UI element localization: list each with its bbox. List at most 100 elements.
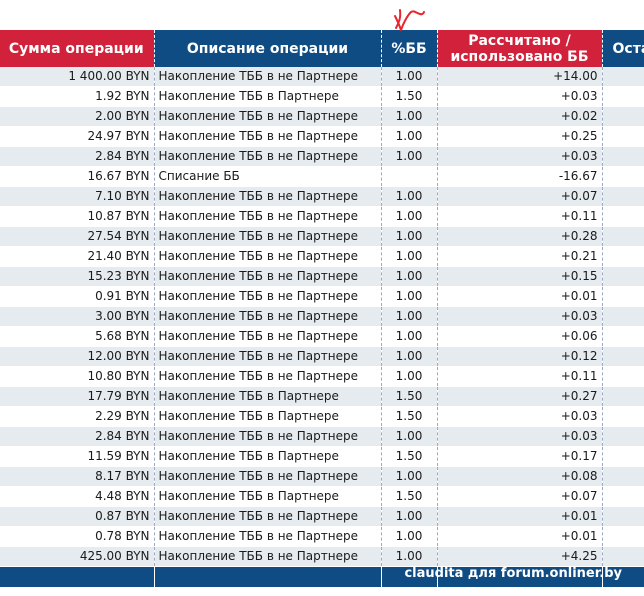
table-row[interactable]: 15.23 BYN Накопление ТББ в не Партнере 1.0… (0, 266, 644, 287)
amount-cell: 0.87 BYN (0, 506, 155, 527)
operations-table: Сумма операции Описание операции %ББ Рас… (0, 30, 644, 588)
table-row[interactable]: 21.40 BYN Накопление ТББ в не Партнере 1.0… (0, 246, 644, 267)
amount-cell: 0.91 BYN (0, 286, 155, 307)
calculated-cell: +14.00 (437, 67, 603, 87)
description-cell: Накопление ТББ в не Партнере (154, 106, 382, 127)
percent-cell: 1.50 (381, 86, 438, 107)
table-row[interactable]: 2.84 BYN Накопление ТББ в не Партнере 1.00… (0, 146, 644, 167)
footer-cell (381, 566, 438, 588)
amount-cell: 10.87 BYN (0, 206, 155, 227)
percent-cell: 1.00 (381, 466, 438, 487)
remaining-cell (602, 426, 644, 447)
header-remaining[interactable]: Оста (602, 30, 644, 67)
percent-cell: 1.00 (381, 306, 438, 327)
remaining-cell (602, 206, 644, 227)
amount-cell: 2.29 BYN (0, 406, 155, 427)
percent-cell: 1.00 (381, 106, 438, 127)
table-row[interactable]: 10.87 BYN Накопление ТББ в не Партнере 1.0… (0, 206, 644, 227)
table-row[interactable]: 27.54 BYN Накопление ТББ в не Партнере 1.0… (0, 226, 644, 247)
calculated-cell: +0.08 (437, 466, 603, 487)
percent-cell: 1.00 (381, 206, 438, 227)
table-row[interactable]: 0.78 BYN Накопление ТББ в не Партнере 1.00… (0, 526, 644, 547)
calculated-cell: -16.67 (437, 166, 603, 187)
table-row[interactable]: 1.92 BYN Накопление ТББ в Партнере 1.50 +0.… (0, 86, 644, 107)
amount-cell: 2.00 BYN (0, 106, 155, 127)
calculated-cell: +0.03 (437, 86, 603, 107)
amount-cell: 4.48 BYN (0, 486, 155, 507)
remaining-cell (602, 166, 644, 187)
table-row[interactable]: 2.29 BYN Накопление ТББ в Партнере 1.50 +0.… (0, 406, 644, 427)
amount-cell: 1.92 BYN (0, 86, 155, 107)
amount-cell: 3.00 BYN (0, 306, 155, 327)
table-row[interactable]: 1 400.00 BYN Накопление ТББ в не Партнере… (0, 67, 644, 87)
remaining-cell (602, 126, 644, 147)
top-margin (0, 0, 644, 30)
header-description[interactable]: Описание операции (154, 30, 382, 67)
remaining-cell (602, 386, 644, 407)
calculated-cell: +0.01 (437, 506, 603, 527)
table-row[interactable]: 10.80 BYN Накопление ТББ в не Партнере 1.0… (0, 366, 644, 387)
table-row[interactable]: 2.84 BYN Накопление ТББ в не Партнере 1.00… (0, 426, 644, 447)
percent-cell: 1.00 (381, 186, 438, 207)
amount-cell: 1 400.00 BYN (0, 67, 155, 87)
percent-cell: 1.00 (381, 526, 438, 547)
calculated-cell: +0.03 (437, 406, 603, 427)
description-cell: Накопление ТББ в не Партнере (154, 346, 382, 367)
amount-cell: 5.68 BYN (0, 326, 155, 347)
calculated-cell: +0.11 (437, 206, 603, 227)
header-calculated[interactable]: Рассчитано / использовано ББ (437, 30, 603, 67)
remaining-cell (602, 86, 644, 107)
remaining-cell (602, 226, 644, 247)
amount-cell: 0.78 BYN (0, 526, 155, 547)
table-row[interactable]: 2.00 BYN Накопление ТББ в не Партнере 1.00… (0, 106, 644, 127)
table-row[interactable]: 425.00 BYN Накопление ТББ в не Партнере 1.… (0, 546, 644, 567)
header-amount[interactable]: Сумма операции (0, 30, 155, 67)
table-row[interactable]: 11.59 BYN Накопление ТББ в Партнере 1.50 +0… (0, 446, 644, 467)
calculated-cell: +0.12 (437, 346, 603, 367)
table-row[interactable]: 16.67 BYN Списание ББ -16.67 (0, 166, 644, 187)
table-row[interactable]: 17.79 BYN Накопление ТББ в Партнере 1.50 +0… (0, 386, 644, 407)
table-row[interactable]: 0.91 BYN Накопление ТББ в не Партнере 1.00… (0, 286, 644, 307)
table-body: 1 400.00 BYN Накопление ТББ в не Партнере… (0, 67, 644, 567)
footer-cell (154, 566, 382, 588)
description-cell: Накопление ТББ в не Партнере (154, 226, 382, 247)
table-row[interactable]: 12.00 BYN Накопление ТББ в не Партнере 1.0… (0, 346, 644, 367)
table-row[interactable]: 8.17 BYN Накопление ТББ в не Партнере 1.00… (0, 466, 644, 487)
description-cell: Накопление ТББ в не Партнере (154, 126, 382, 147)
description-cell: Накопление ТББ в не Партнере (154, 526, 382, 547)
header-calculated-line2: использовано ББ (450, 48, 589, 65)
percent-cell: 1.00 (381, 126, 438, 147)
remaining-cell (602, 346, 644, 367)
table-row[interactable]: 3.00 BYN Накопление ТББ в не Партнере 1.00… (0, 306, 644, 327)
table-row[interactable]: 0.87 BYN Накопление ТББ в не Партнере 1.00… (0, 506, 644, 527)
amount-cell: 7.10 BYN (0, 186, 155, 207)
table-row[interactable]: 4.48 BYN Накопление ТББ в Партнере 1.50 +0.… (0, 486, 644, 507)
table-row[interactable]: 5.68 BYN Накопление ТББ в не Партнере 1.00… (0, 326, 644, 347)
description-cell: Накопление ТББ в не Партнере (154, 186, 382, 207)
header-percent[interactable]: %ББ (381, 30, 438, 67)
percent-cell: 1.50 (381, 486, 438, 507)
description-cell: Накопление ТББ в не Партнере (154, 206, 382, 227)
calculated-cell: +0.17 (437, 446, 603, 467)
amount-cell: 27.54 BYN (0, 226, 155, 247)
amount-cell: 12.00 BYN (0, 346, 155, 367)
table-row[interactable]: 24.97 BYN Накопление ТББ в не Партнере 1.0… (0, 126, 644, 147)
calculated-cell: +0.03 (437, 426, 603, 447)
table-row[interactable]: 7.10 BYN Накопление ТББ в не Партнере 1.00… (0, 186, 644, 207)
percent-cell: 1.00 (381, 286, 438, 307)
calculated-cell: +0.01 (437, 526, 603, 547)
description-cell: Накопление ТББ в не Партнере (154, 266, 382, 287)
calculated-cell: +0.07 (437, 186, 603, 207)
remaining-cell (602, 446, 644, 467)
description-cell: Накопление ТББ в не Партнере (154, 246, 382, 267)
amount-cell: 425.00 BYN (0, 546, 155, 567)
hand-drawn-red-arrow-icon (394, 9, 425, 31)
amount-cell: 21.40 BYN (0, 246, 155, 267)
percent-cell: 1.00 (381, 266, 438, 287)
remaining-cell (602, 506, 644, 527)
amount-cell: 2.84 BYN (0, 426, 155, 447)
calculated-cell: +0.11 (437, 366, 603, 387)
description-cell: Накопление ТББ в не Партнере (154, 426, 382, 447)
amount-cell: 10.80 BYN (0, 366, 155, 387)
calculated-cell: +0.27 (437, 386, 603, 407)
